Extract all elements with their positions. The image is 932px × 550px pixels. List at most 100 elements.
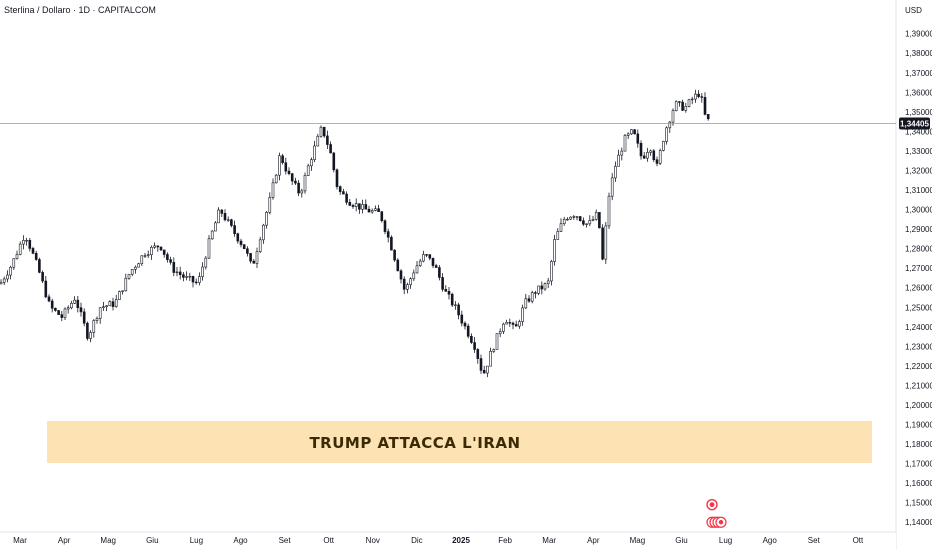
candle-body <box>236 233 240 242</box>
candle-body <box>383 220 387 232</box>
y-tick-label: 1,19000 <box>905 421 932 430</box>
y-tick-label: 1,15000 <box>905 499 932 508</box>
y-tick-label: 1,36000 <box>905 88 932 97</box>
candle-body <box>662 141 665 151</box>
y-tick-label: 1,14000 <box>905 518 932 527</box>
x-tick-label: Dic <box>411 536 423 545</box>
annotation-banner[interactable] <box>47 421 872 463</box>
y-tick-label: 1,34000 <box>905 127 932 136</box>
y-tick-label: 1,29000 <box>905 225 932 234</box>
candle-body <box>550 261 553 282</box>
candle-body <box>514 324 518 327</box>
candle-body <box>223 213 227 221</box>
candle-body <box>466 325 470 337</box>
candle-body <box>524 298 528 309</box>
x-tick-label: 2025 <box>452 536 470 545</box>
candle-body <box>668 121 672 129</box>
candle-body <box>249 253 252 262</box>
candle-body <box>86 322 89 339</box>
candle-body <box>703 97 707 115</box>
candle-body <box>393 249 396 261</box>
candle-body <box>444 289 448 292</box>
candle-body <box>191 275 195 283</box>
candle-body <box>633 129 636 135</box>
candle-body <box>479 358 483 371</box>
candle-body <box>44 280 48 298</box>
candle-body <box>678 101 681 103</box>
candle-body <box>28 240 32 249</box>
candle-body <box>518 321 521 327</box>
candle-body <box>271 182 275 198</box>
candle-body <box>287 170 291 174</box>
candle-body <box>492 349 496 352</box>
candle-body <box>294 180 297 184</box>
current-price-tag <box>899 117 930 130</box>
candle-body <box>527 298 531 302</box>
candle-body <box>66 307 70 310</box>
candle-body <box>594 212 598 220</box>
candle-body <box>268 197 272 213</box>
candle-body <box>284 162 288 172</box>
candle-body <box>258 239 262 252</box>
candle-body <box>626 133 630 136</box>
x-tick-label: Mag <box>100 536 116 545</box>
candle-body <box>623 135 627 152</box>
candle-body <box>655 159 659 164</box>
candle-body <box>591 219 595 221</box>
y-tick-label: 1,35000 <box>905 108 932 117</box>
candle-body <box>6 274 9 280</box>
candle-body <box>431 257 435 266</box>
candle-body <box>281 155 284 163</box>
price-axis[interactable] <box>896 0 932 550</box>
candle-body <box>585 223 588 225</box>
candle-body <box>252 260 256 264</box>
candle-body <box>614 165 617 179</box>
candle-body <box>185 276 188 278</box>
candle-body <box>41 272 44 282</box>
candle-body <box>38 259 41 273</box>
candle-body <box>50 300 54 309</box>
candle-body <box>540 285 544 290</box>
candle-body <box>562 219 566 225</box>
candle-body <box>521 307 524 322</box>
candle-body <box>399 270 403 280</box>
candle-body <box>578 216 582 221</box>
y-tick-label: 1,31000 <box>905 186 932 195</box>
candle-body <box>697 93 700 97</box>
candle-body <box>242 244 246 250</box>
candle-body <box>79 307 83 313</box>
candle-body <box>194 281 198 284</box>
candle-body <box>303 175 307 192</box>
candle-body <box>246 248 249 254</box>
candle-body <box>428 254 432 259</box>
candle-body <box>111 301 115 307</box>
candle-body <box>476 349 480 359</box>
x-tick-label: Ago <box>763 536 778 545</box>
candle-body <box>220 209 224 214</box>
candle-body <box>639 142 643 157</box>
candle-body <box>150 247 153 256</box>
candle-body <box>505 322 508 325</box>
candle-body <box>364 204 368 210</box>
candle-body <box>310 159 313 167</box>
candle-body <box>690 98 694 101</box>
candle-body <box>95 318 99 321</box>
candle-body <box>60 314 64 318</box>
time-axis[interactable] <box>0 532 896 550</box>
candle-body <box>495 333 499 350</box>
candle-body <box>198 276 201 283</box>
candle-body <box>162 249 166 255</box>
candle-body <box>130 269 134 275</box>
candle-body <box>137 263 140 268</box>
candle-body <box>70 302 73 309</box>
candle-body <box>665 127 668 142</box>
candle-body <box>335 169 339 187</box>
candle-body <box>447 291 451 295</box>
candle-body <box>636 133 640 144</box>
candle-body <box>175 271 179 274</box>
candle-body <box>300 190 304 194</box>
candle-body <box>54 307 57 311</box>
y-tick-label: 1,16000 <box>905 479 932 488</box>
candle-body <box>559 223 563 232</box>
